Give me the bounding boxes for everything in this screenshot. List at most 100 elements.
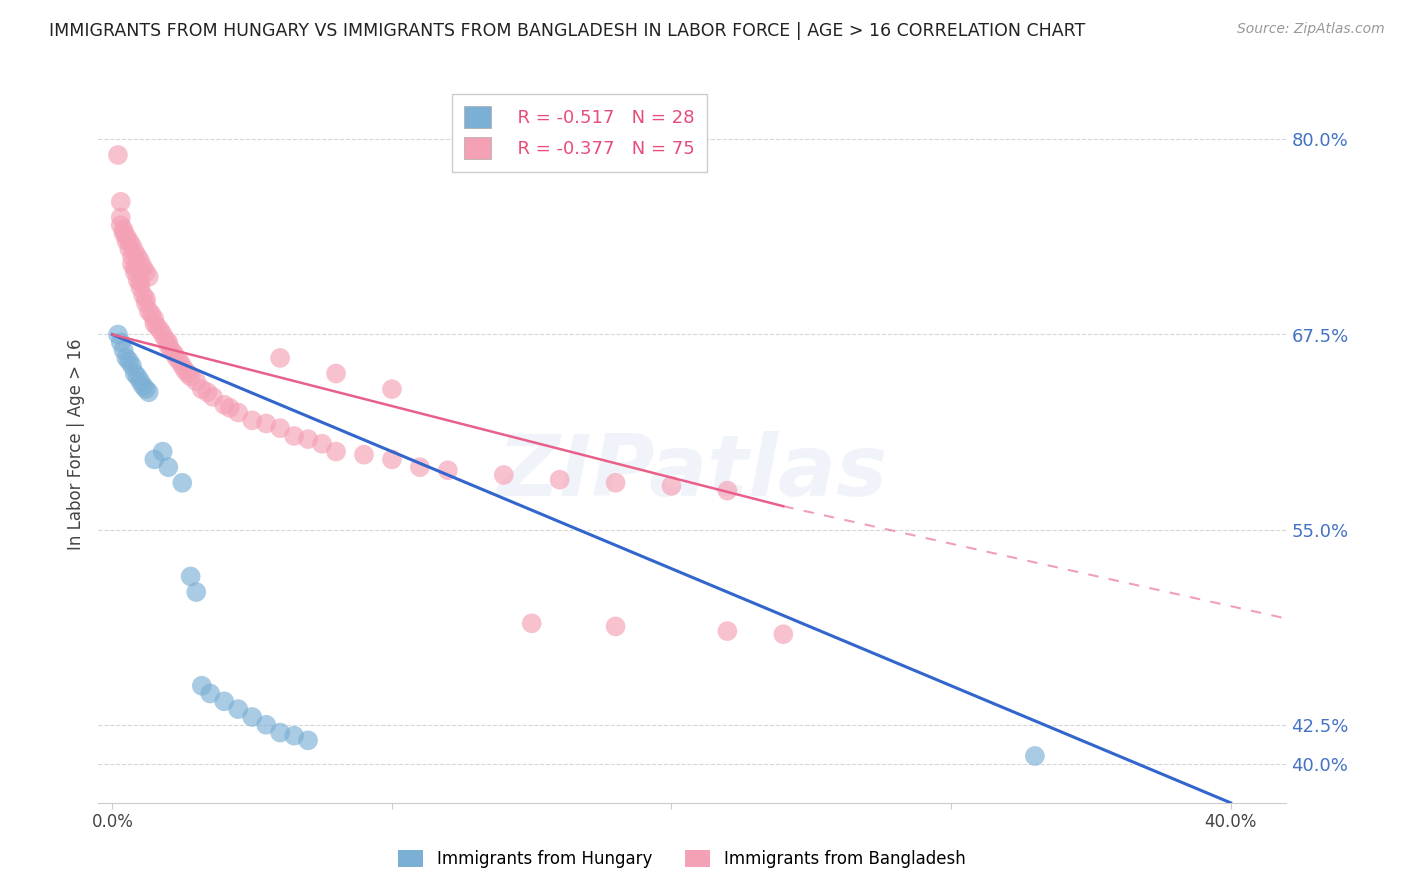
Point [124,265,146,279]
Point [381,452,404,467]
Point [118,234,141,248]
Point [157,460,180,475]
Point [492,468,515,483]
Point [381,382,404,396]
Text: Source: ZipAtlas.com: Source: ZipAtlas.com [1237,22,1385,37]
Point [202,390,225,404]
Point [157,338,180,352]
Point [138,304,160,318]
Point [141,307,163,321]
Point [548,473,571,487]
Point [112,343,135,358]
Point [129,375,152,389]
Point [180,369,202,384]
Point [127,273,149,287]
Point [110,335,132,350]
Point [166,351,188,365]
Point [118,354,141,368]
Point [177,367,200,381]
Point [152,327,174,342]
Point [269,725,291,739]
Point [605,619,627,633]
Point [311,437,333,451]
Point [409,460,432,475]
Text: ZIPatlas: ZIPatlas [498,431,887,514]
Point [124,367,146,381]
Point [152,444,174,458]
Point [132,288,155,302]
Point [107,148,129,162]
Point [605,475,627,490]
Point [283,729,305,743]
Point [191,382,214,396]
Point [661,479,683,493]
Point [520,616,543,631]
Point [110,194,132,209]
Point [121,257,143,271]
Point [353,448,375,462]
Point [127,369,149,384]
Point [129,254,152,268]
Point [129,281,152,295]
Point [269,421,291,435]
Point [121,359,143,373]
Point [135,265,157,279]
Point [129,276,152,290]
Point [110,219,132,233]
Point [200,687,222,701]
Point [174,363,197,377]
Point [297,733,319,747]
Point [197,385,219,400]
Point [132,260,155,275]
Point [226,702,249,716]
Point [191,679,214,693]
Legend: Immigrants from Hungary, Immigrants from Bangladesh: Immigrants from Hungary, Immigrants from… [392,843,972,875]
Point [143,312,166,326]
Y-axis label: In Labor Force | Age > 16: In Labor Force | Age > 16 [66,338,84,549]
Point [254,417,277,431]
Point [283,429,305,443]
Point [240,710,263,724]
Point [172,359,194,373]
Point [226,405,249,420]
Point [138,385,160,400]
Point [124,244,146,259]
Point [135,382,157,396]
Point [121,250,143,264]
Point [716,483,738,498]
Point [269,351,291,365]
Point [110,211,132,225]
Point [118,242,141,256]
Point [115,234,138,248]
Point [163,346,186,360]
Point [124,260,146,275]
Point [112,223,135,237]
Point [172,475,194,490]
Point [325,444,347,458]
Point [155,332,177,346]
Point [218,401,240,415]
Point [297,432,319,446]
Point [157,335,180,350]
Point [325,367,347,381]
Point [107,327,129,342]
Legend:   R = -0.517   N = 28,   R = -0.377   N = 75: R = -0.517 N = 28, R = -0.377 N = 75 [451,94,707,172]
Point [143,317,166,331]
Point [716,624,738,639]
Point [160,343,183,358]
Point [240,413,263,427]
Text: IMMIGRANTS FROM HUNGARY VS IMMIGRANTS FROM BANGLADESH IN LABOR FORCE | AGE > 16 : IMMIGRANTS FROM HUNGARY VS IMMIGRANTS FR… [49,22,1085,40]
Point [254,717,277,731]
Point [212,694,235,708]
Point [186,375,208,389]
Point [772,627,794,641]
Point [149,323,172,337]
Point [1024,748,1046,763]
Point [135,296,157,310]
Point [138,269,160,284]
Point [169,354,191,368]
Point [135,292,157,306]
Point [132,379,155,393]
Point [186,585,208,599]
Point [112,226,135,240]
